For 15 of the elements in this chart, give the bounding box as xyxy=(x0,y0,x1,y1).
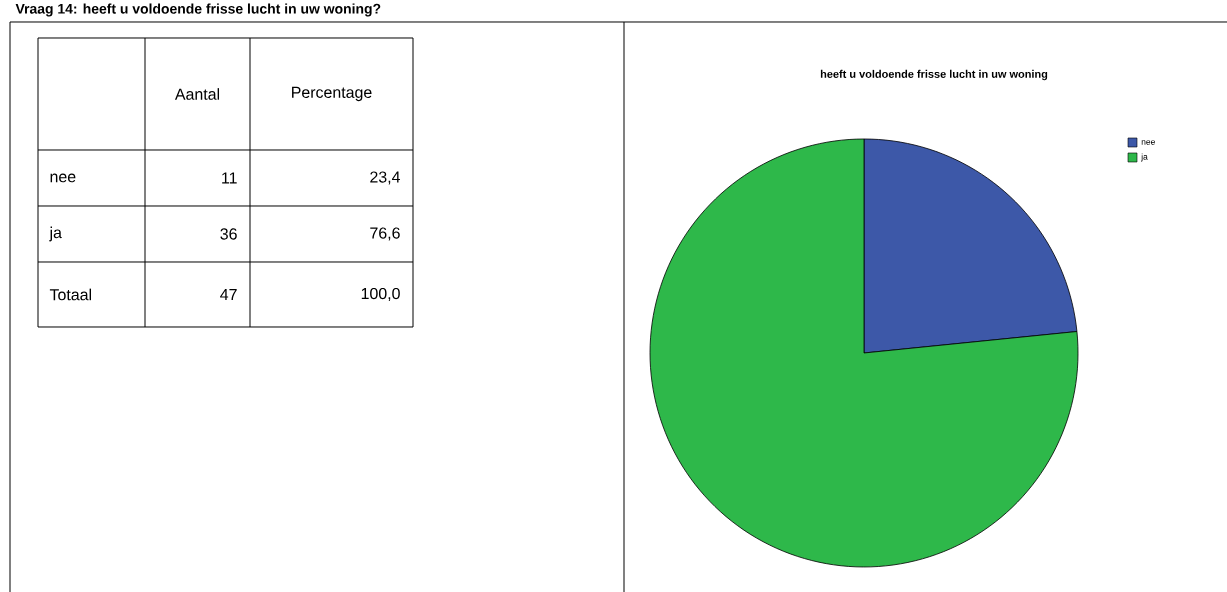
category-label: ja xyxy=(49,226,62,242)
chart-title: heeft u voldoende frisse lucht in uw woning xyxy=(820,69,1048,81)
text: Vraag 14: heeft u voldoende frisse lucht in uw woning? xyxy=(15,3,381,17)
legend-label: nee xyxy=(1141,140,1155,145)
text: Aantal xyxy=(174,88,220,100)
legend-label: ja xyxy=(1141,153,1148,162)
text: 100,0 xyxy=(361,287,400,302)
category-label: Totaal xyxy=(49,288,91,301)
data-label: 11 xyxy=(222,172,237,184)
text: 76,6 xyxy=(370,227,400,241)
text: Percentage xyxy=(292,86,372,102)
data-label: 47 xyxy=(220,289,237,300)
data-label: 36 xyxy=(220,228,237,240)
text: 23,4 xyxy=(370,171,401,185)
category-label: nee xyxy=(50,173,76,183)
